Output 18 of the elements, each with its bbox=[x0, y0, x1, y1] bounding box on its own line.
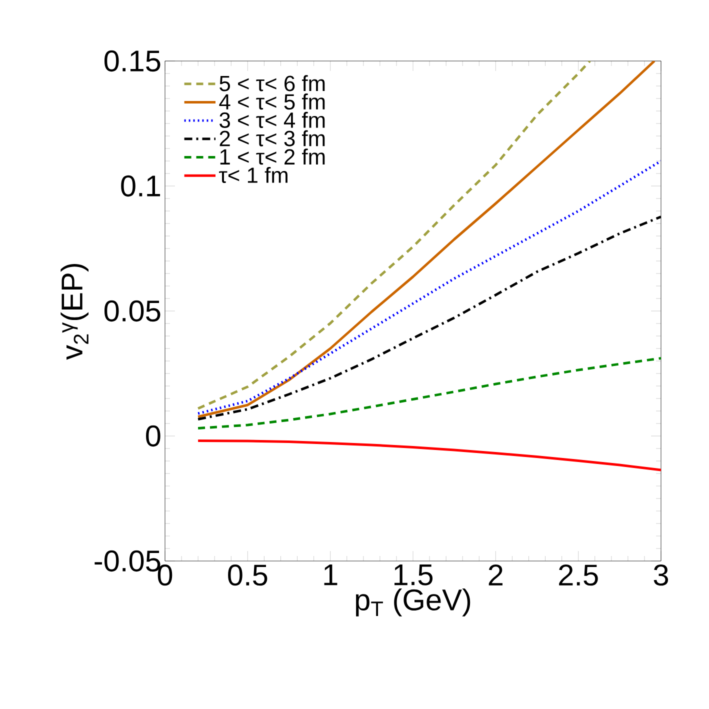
y-tick-label: 0.05 bbox=[104, 300, 160, 322]
legend-label: 1 < τ< 2 fm bbox=[220, 148, 325, 165]
legend-label: 2 < τ< 3 fm bbox=[220, 130, 325, 146]
x-tick-label: 2.5 bbox=[559, 564, 598, 586]
y-tick-label: 0.15 bbox=[104, 50, 160, 72]
y-tick-label: 0 bbox=[146, 425, 160, 447]
x-tick-label: 0.5 bbox=[228, 564, 268, 586]
x-tick-label: 1 bbox=[324, 564, 338, 586]
legend-label: 5 < τ< 6 fm bbox=[220, 75, 325, 92]
legend-label: 4 < τ< 5 fm bbox=[219, 94, 325, 110]
x-tick-label: 3 bbox=[654, 564, 668, 586]
y-axis-title: v$_{2}$$^{γ}$(EP) bbox=[60, 264, 89, 360]
legend-label: 3 < τ< 4 fm bbox=[220, 112, 325, 128]
y-tick-label: 0.1 bbox=[121, 175, 160, 197]
x-tick-label: 2 bbox=[488, 564, 502, 586]
x-tick-label: 1.5 bbox=[394, 564, 433, 586]
x-axis-title: p$_{T}$ (GeV) bbox=[356, 588, 470, 616]
legend-label: τ< 1 fm bbox=[219, 166, 288, 184]
